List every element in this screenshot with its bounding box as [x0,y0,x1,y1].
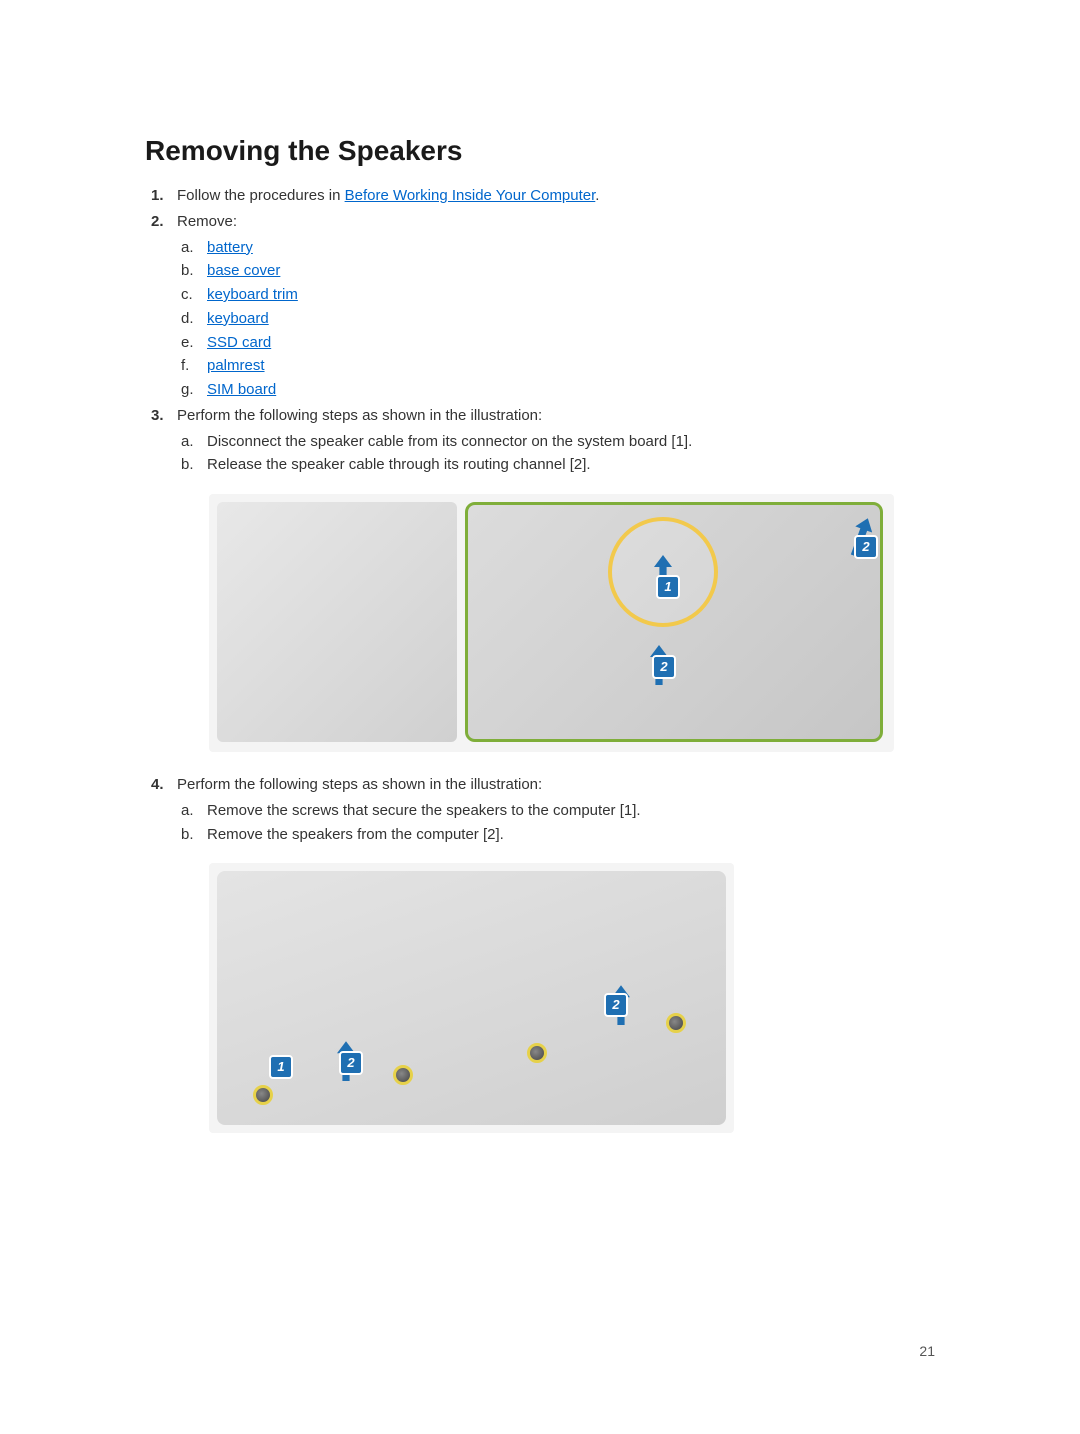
step-1-suffix: . [595,187,599,204]
step-4b: Remove the speakers from the computer [2… [177,824,935,846]
step-3b: Release the speaker cable through its ro… [177,454,935,476]
step-3-label: Perform the following steps as shown in … [177,407,542,424]
procedure-list: Follow the procedures in Before Working … [145,185,935,1133]
step-4-sublist: Remove the screws that secure the speake… [177,800,935,846]
figure-2-screw-3 [527,1043,547,1063]
figure-2: 1 2 2 [209,863,734,1133]
figure-2-base: 1 2 2 [217,871,726,1125]
figure-1-badge-2b: 2 [854,535,878,559]
page-container: Removing the Speakers Follow the procedu… [0,0,1080,1434]
step-1: Follow the procedures in Before Working … [145,185,935,207]
step-3-sublist: Disconnect the speaker cable from its co… [177,431,935,477]
figure-1-badge-1: 1 [656,575,680,599]
figure-2-screw-2 [393,1065,413,1085]
step-2-label: Remove: [177,213,237,230]
figure-2-screw-4 [666,1013,686,1033]
link-ssd-card[interactable]: SSD card [207,334,271,351]
link-battery[interactable]: battery [207,239,253,256]
link-palmrest[interactable]: palmrest [207,357,265,374]
step-2g: SIM board [177,379,935,401]
step-2: Remove: battery base cover keyboard trim… [145,211,935,401]
step-2c: keyboard trim [177,284,935,306]
step-2f: palmrest [177,355,935,377]
step-3a: Disconnect the speaker cable from its co… [177,431,935,453]
step-2b: base cover [177,260,935,282]
step-4: Perform the following steps as shown in … [145,774,935,1133]
figure-1: 1 2 2 [209,494,894,752]
step-4a: Remove the screws that secure the speake… [177,800,935,822]
step-1-prefix: Follow the procedures in [177,187,345,204]
link-base-cover[interactable]: base cover [207,262,280,279]
link-before-working[interactable]: Before Working Inside Your Computer [345,187,596,204]
figure-1-right-panel: 1 2 2 [465,502,883,742]
page-title: Removing the Speakers [145,135,935,167]
link-keyboard-trim[interactable]: keyboard trim [207,286,298,303]
figure-2-badge-2a: 2 [339,1051,363,1075]
step-2a: battery [177,237,935,259]
figure-2-badge-2b: 2 [604,993,628,1017]
step-2e: SSD card [177,332,935,354]
link-keyboard[interactable]: keyboard [207,310,269,327]
step-3: Perform the following steps as shown in … [145,405,935,752]
figure-1-left-panel [217,502,457,742]
figure-2-screw-1 [253,1085,273,1105]
figure-2-badge-1: 1 [269,1055,293,1079]
step-2-sublist: battery base cover keyboard trim keyboar… [177,237,935,401]
step-4-label: Perform the following steps as shown in … [177,776,542,793]
page-number: 21 [919,1343,935,1359]
step-2d: keyboard [177,308,935,330]
link-sim-board[interactable]: SIM board [207,381,276,398]
figure-1-badge-2a: 2 [652,655,676,679]
